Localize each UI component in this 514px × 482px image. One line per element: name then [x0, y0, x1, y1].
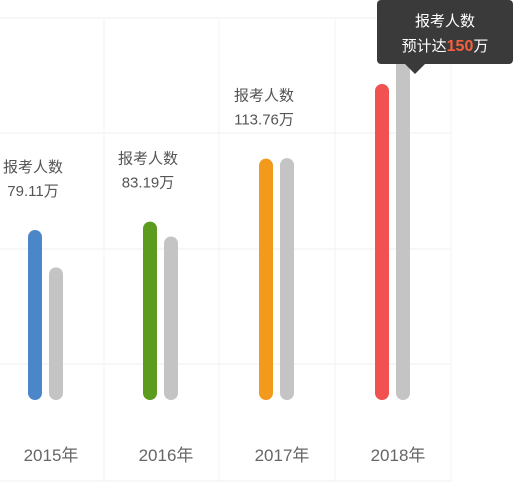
bar-secondary-2016年[interactable] [164, 236, 178, 400]
x-tick-label: 2018年 [371, 446, 426, 465]
bar-secondary-2018年[interactable] [396, 48, 410, 400]
data-label-value: 79.11万 [7, 183, 58, 200]
data-label-title: 报考人数 [3, 159, 63, 176]
tooltip-value-line: 预计达150万 [377, 35, 513, 56]
chart-bars [28, 48, 410, 400]
chart-labels: 2015年 报考人数 79.11万 2016年 报考人数 83.19万 2017年 报考人数 1… [3, 88, 425, 465]
data-label-value: 83.19万 [122, 175, 175, 192]
bar-secondary-2015年[interactable] [49, 267, 63, 400]
bar-primary-2017年[interactable] [259, 158, 273, 400]
chart-grid [0, 17, 452, 482]
bar-primary-2015年[interactable] [28, 230, 42, 400]
bar-primary-2016年[interactable] [143, 221, 157, 400]
x-tick-label: 2016年 [139, 446, 194, 465]
x-tick-label: 2015年 [24, 446, 79, 465]
tooltip-arrow [405, 64, 425, 74]
bar-primary-2018年[interactable] [375, 84, 389, 400]
tooltip-value: 150 [446, 38, 474, 55]
tooltip-unit: 万 [473, 38, 489, 55]
data-label-value: 113.76万 [234, 112, 294, 129]
x-tick-label: 2017年 [255, 446, 310, 465]
chart-tooltip: 报考人数 预计达150万 [377, 0, 513, 74]
tooltip-prefix: 预计达 [401, 38, 447, 55]
bar-secondary-2017年[interactable] [280, 158, 294, 400]
data-label-title: 报考人数 [118, 151, 178, 168]
data-label-title: 报考人数 [234, 88, 294, 105]
tooltip-title: 报考人数 [414, 13, 475, 30]
